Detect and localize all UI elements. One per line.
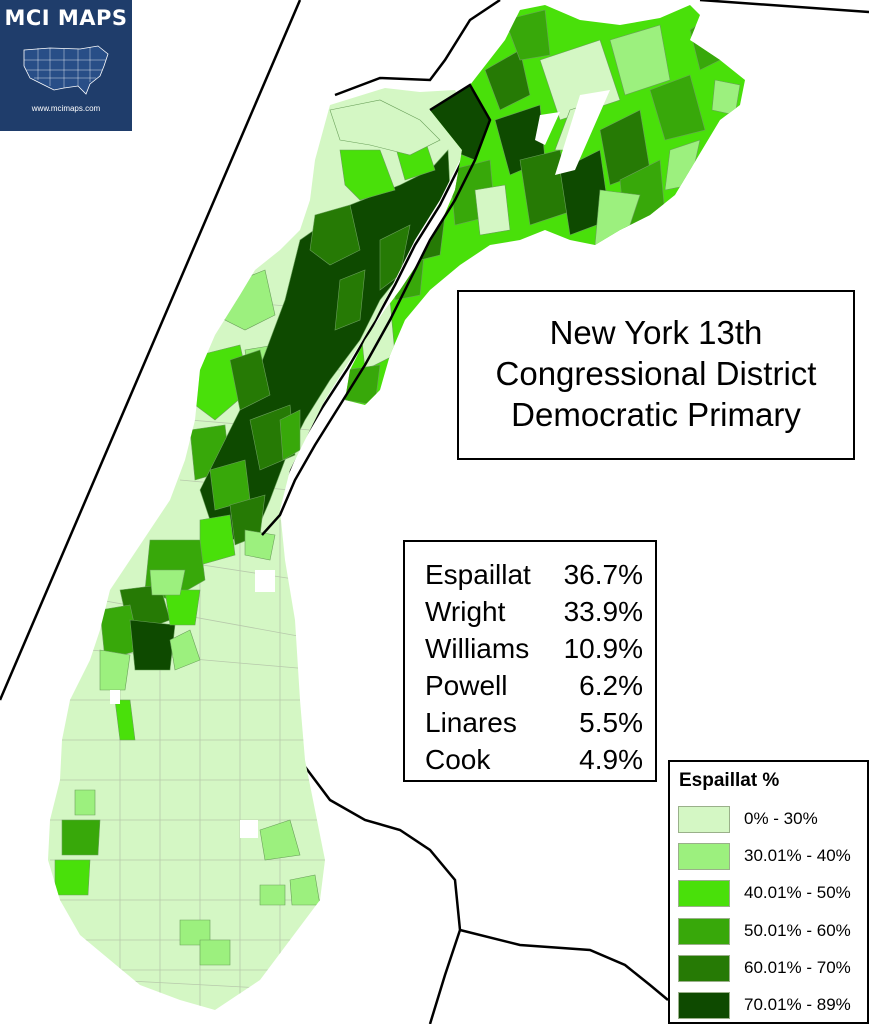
legend-label: 40.01% - 50% <box>744 883 851 902</box>
legend-label: 30.01% - 40% <box>744 846 851 865</box>
legend-swatch <box>678 879 730 907</box>
legend-swatch <box>678 842 730 870</box>
result-row: Powell 6.2% <box>425 667 643 704</box>
legend-swatch <box>678 954 730 982</box>
candidate-pct: 5.5% <box>579 707 643 738</box>
legend-item: 60.01% - 70% <box>678 954 868 982</box>
title-line-1: New York 13th <box>549 314 763 351</box>
mci-maps-logo: MCI MAPS www.mcimaps.com <box>0 0 132 131</box>
result-row: Espaillat 36.7% <box>425 556 643 593</box>
district-outline <box>261 83 492 536</box>
title-line-2: Congressional District <box>495 355 817 392</box>
results-box: Espaillat 36.7% Wright 33.9% Williams 10.9%… <box>403 540 657 782</box>
title-line-3: Democratic Primary <box>511 396 801 433</box>
legend-swatch <box>678 991 730 1019</box>
map-title-box: New York 13th Congressional District Dem… <box>457 290 855 460</box>
candidate-name: Williams <box>425 633 530 664</box>
legend-label: 60.01% - 70% <box>744 958 851 977</box>
usa-map-icon <box>23 45 109 95</box>
map-legend: Espaillat % 0% - 30% 30.01% - 40% 40.01%… <box>668 760 869 1024</box>
logo-url: www.mcimaps.com <box>31 104 101 113</box>
legend-swatch <box>678 917 730 945</box>
logo-title: MCI MAPS <box>4 6 128 30</box>
candidate-name: Wright <box>425 596 506 627</box>
legend-label: 0% - 30% <box>744 809 818 828</box>
candidate-pct: 6.2% <box>579 670 643 701</box>
legend-label: 70.01% - 89% <box>744 995 851 1014</box>
result-row: Linares 5.5% <box>425 704 643 741</box>
legend-item: 0% - 30% <box>678 805 868 833</box>
result-row: Wright 33.9% <box>425 593 643 630</box>
result-row: Cook 4.9% <box>425 741 643 778</box>
candidate-pct: 33.9% <box>563 596 643 627</box>
legend-swatch <box>678 805 730 833</box>
candidate-pct: 36.7% <box>563 559 643 590</box>
legend-title: Espaillat % <box>679 770 780 791</box>
legend-item: 50.01% - 60% <box>678 917 868 945</box>
candidate-name: Espaillat <box>425 559 531 590</box>
candidate-name: Linares <box>425 707 517 738</box>
result-row: Williams 10.9% <box>425 630 643 667</box>
legend-item: 40.01% - 50% <box>678 879 868 907</box>
candidate-name: Cook <box>425 744 491 775</box>
legend-label: 50.01% - 60% <box>744 921 851 940</box>
candidate-pct: 4.9% <box>579 744 643 775</box>
legend-item: 70.01% - 89% <box>678 991 868 1019</box>
candidate-pct: 10.9% <box>563 633 643 664</box>
candidate-name: Powell <box>425 670 508 701</box>
legend-item: 30.01% - 40% <box>678 842 868 870</box>
